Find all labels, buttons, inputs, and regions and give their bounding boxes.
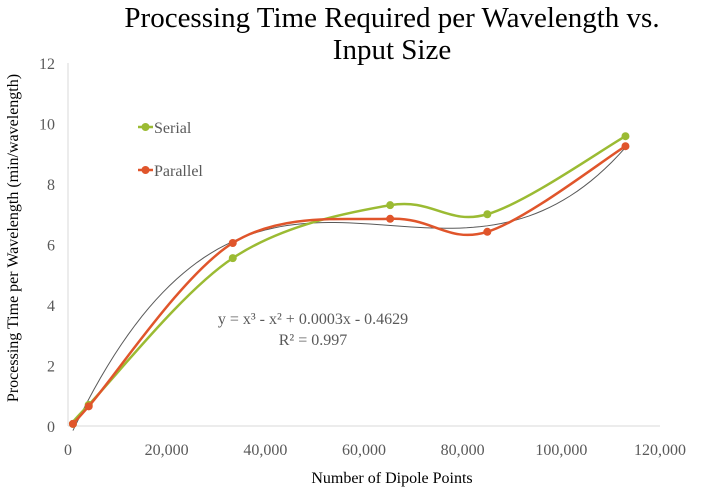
trendline (72, 147, 626, 431)
y-tick-label: 0 (47, 419, 55, 436)
x-tick-label: 0 (64, 442, 72, 459)
y-axis-label: Processing Time per Wavelength (min/wave… (5, 74, 22, 402)
x-tick-label: 80,000 (441, 442, 485, 459)
data-point (386, 201, 395, 210)
y-tick-label: 6 (47, 238, 55, 255)
trendline-r-squared: R² = 0.997 (279, 332, 348, 349)
legend-item-parallel: Parallel (138, 163, 203, 180)
series-serial (68, 132, 630, 428)
legend-item-serial: Serial (138, 120, 192, 137)
y-tick-label: 12 (39, 56, 55, 73)
chart-title-line-1: Processing Time Required per Wavelength … (124, 2, 659, 34)
legend-marker (141, 166, 150, 174)
data-point (621, 132, 630, 141)
x-tick-label: 40,000 (243, 442, 287, 459)
data-point (228, 238, 237, 247)
x-tick-label: 120,000 (634, 442, 686, 459)
series-parallel (68, 142, 630, 428)
trendline-equation: y = x³ - x² + 0.0003x - 0.4629 (218, 311, 408, 328)
data-point (621, 142, 630, 151)
data-point (483, 210, 492, 219)
y-tick-label: 2 (47, 359, 55, 376)
y-tick-label: 4 (47, 298, 55, 315)
data-point (68, 419, 77, 428)
x-tick-label: 20,000 (145, 442, 189, 459)
legend: Serial Parallel (138, 120, 203, 180)
data-point (386, 214, 395, 223)
x-tick-label: 100,000 (535, 442, 587, 459)
chart-title-line-2: Input Size (333, 34, 451, 66)
legend-label: Serial (154, 120, 192, 137)
legend-marker (141, 123, 150, 131)
data-point (483, 227, 492, 236)
y-tick-label: 8 (47, 177, 55, 194)
legend-label: Parallel (154, 163, 203, 180)
x-axis-label: Number of Dipole Points (311, 470, 472, 487)
data-point (84, 402, 93, 411)
x-tick-label: 60,000 (342, 442, 386, 459)
data-point (228, 254, 237, 263)
y-tick-label: 10 (39, 117, 55, 134)
